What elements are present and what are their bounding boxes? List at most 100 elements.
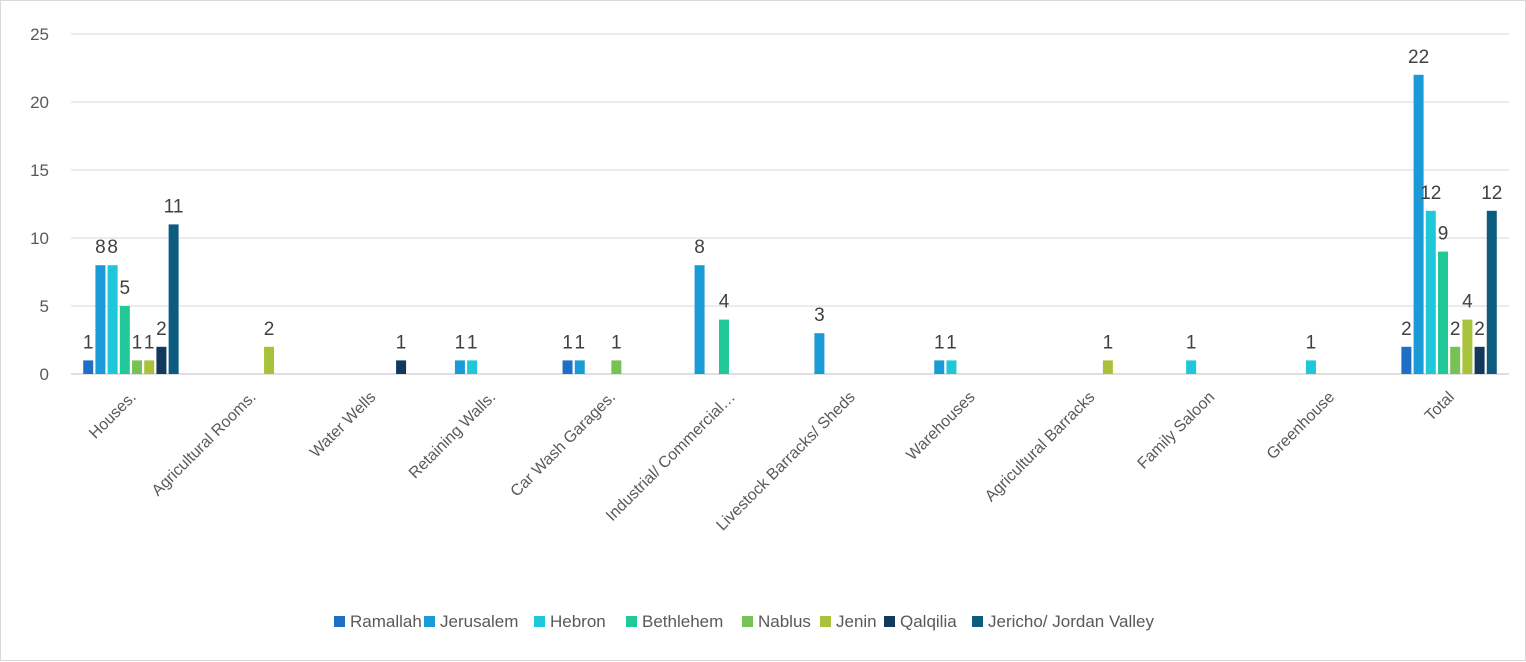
legend-item: Bethlehem xyxy=(626,612,723,631)
bar xyxy=(467,360,478,374)
data-label: 4 xyxy=(1462,292,1473,313)
legend-label: Jenin xyxy=(836,612,877,631)
data-label: 12 xyxy=(1420,183,1441,204)
data-label: 1 xyxy=(1306,332,1317,353)
y-tick-label: 15 xyxy=(30,161,49,180)
data-label: 1 xyxy=(144,332,155,353)
bar xyxy=(562,360,573,374)
bar xyxy=(454,360,465,374)
legend-item: Qalqilia xyxy=(884,612,957,631)
legend-label: Hebron xyxy=(550,612,606,631)
data-label: 1 xyxy=(132,332,143,353)
bar xyxy=(396,360,407,374)
bar xyxy=(718,319,729,374)
legend-swatch xyxy=(424,616,435,627)
bar xyxy=(814,333,825,374)
x-tick-label: Total xyxy=(1422,389,1458,425)
data-label: 2 xyxy=(156,319,167,340)
data-label: 4 xyxy=(719,292,730,313)
bar xyxy=(83,360,94,374)
data-label: 1 xyxy=(1186,332,1197,353)
legend-item: Jericho/ Jordan Valley xyxy=(972,612,1154,631)
data-label: 2 xyxy=(264,319,275,340)
x-tick-label: Family Saloon xyxy=(1135,389,1219,473)
bar xyxy=(132,360,143,374)
data-label: 8 xyxy=(95,237,106,258)
legend-label: Qalqilia xyxy=(900,612,957,631)
data-label: 1 xyxy=(396,332,407,353)
legend-label: Nablus xyxy=(758,612,811,631)
data-label: 8 xyxy=(694,237,705,258)
legend-label: Jericho/ Jordan Valley xyxy=(988,612,1154,631)
y-tick-label: 20 xyxy=(30,93,49,112)
bar xyxy=(107,265,118,374)
bar xyxy=(1305,360,1316,374)
data-label: 5 xyxy=(120,278,131,299)
legend-item: Jenin xyxy=(820,612,877,631)
bar xyxy=(1462,319,1473,374)
x-tick-label: Industrial/ Commercial… xyxy=(603,389,739,525)
legend-item: Hebron xyxy=(534,612,606,631)
y-tick-label: 5 xyxy=(40,297,49,316)
bar xyxy=(1437,251,1448,374)
x-tick-label: Greenhouse xyxy=(1264,389,1338,463)
legend-swatch xyxy=(820,616,831,627)
bar xyxy=(168,224,179,374)
data-label: 3 xyxy=(814,305,825,326)
bar xyxy=(1186,360,1197,374)
legend-swatch xyxy=(626,616,637,627)
bar xyxy=(934,360,945,374)
data-label: 1 xyxy=(455,332,466,353)
data-label: 2 xyxy=(1401,319,1412,340)
legend-label: Bethlehem xyxy=(642,612,723,631)
bar xyxy=(95,265,106,374)
legend-swatch xyxy=(334,616,345,627)
x-tick-label: Agricultural Barracks xyxy=(982,389,1098,505)
bar xyxy=(119,306,130,374)
x-tick-label: Houses. xyxy=(86,389,140,443)
data-label: 9 xyxy=(1438,224,1449,245)
x-tick-label: Car Wash Garages. xyxy=(507,389,619,501)
data-label: 22 xyxy=(1408,47,1429,68)
data-label: 1 xyxy=(1103,332,1114,353)
legend-item: Jerusalem xyxy=(424,612,518,631)
data-label: 1 xyxy=(934,332,945,353)
bar xyxy=(574,360,585,374)
data-label: 1 xyxy=(574,332,585,353)
legend-swatch xyxy=(534,616,545,627)
y-tick-label: 25 xyxy=(30,25,49,44)
legend-swatch xyxy=(742,616,753,627)
bar xyxy=(1474,346,1485,374)
x-tick-label: Livestock Barracks/ Sheds xyxy=(713,389,858,534)
bar xyxy=(611,360,622,374)
bars xyxy=(83,74,1497,375)
x-tick-label: Warehouses xyxy=(903,389,978,464)
legend-item: Ramallah xyxy=(334,612,422,631)
bar xyxy=(1486,210,1497,374)
gridlines xyxy=(71,33,1509,375)
data-label: 1 xyxy=(562,332,573,353)
bar xyxy=(1102,360,1113,374)
bar xyxy=(156,346,167,374)
data-label: 12 xyxy=(1481,183,1502,204)
legend-item: Nablus xyxy=(742,612,811,631)
data-label: 1 xyxy=(611,332,622,353)
data-label: 11 xyxy=(164,196,184,217)
bar xyxy=(264,346,275,374)
data-label: 2 xyxy=(1450,319,1461,340)
x-tick-label: Agricultural Rooms. xyxy=(149,389,260,500)
y-tick-label: 0 xyxy=(40,365,49,384)
data-label: 1 xyxy=(467,332,478,353)
data-label: 1 xyxy=(83,332,94,353)
bar xyxy=(1425,210,1436,374)
legend-label: Ramallah xyxy=(350,612,422,631)
legend-swatch xyxy=(972,616,983,627)
bar xyxy=(1450,346,1461,374)
y-axis-ticks: 0 5 10 15 20 25 xyxy=(30,25,49,384)
x-axis-ticks: Houses. Agricultural Rooms. Water Wells Ret… xyxy=(86,389,1458,534)
y-tick-label: 10 xyxy=(30,229,49,248)
data-label: 1 xyxy=(946,332,957,353)
